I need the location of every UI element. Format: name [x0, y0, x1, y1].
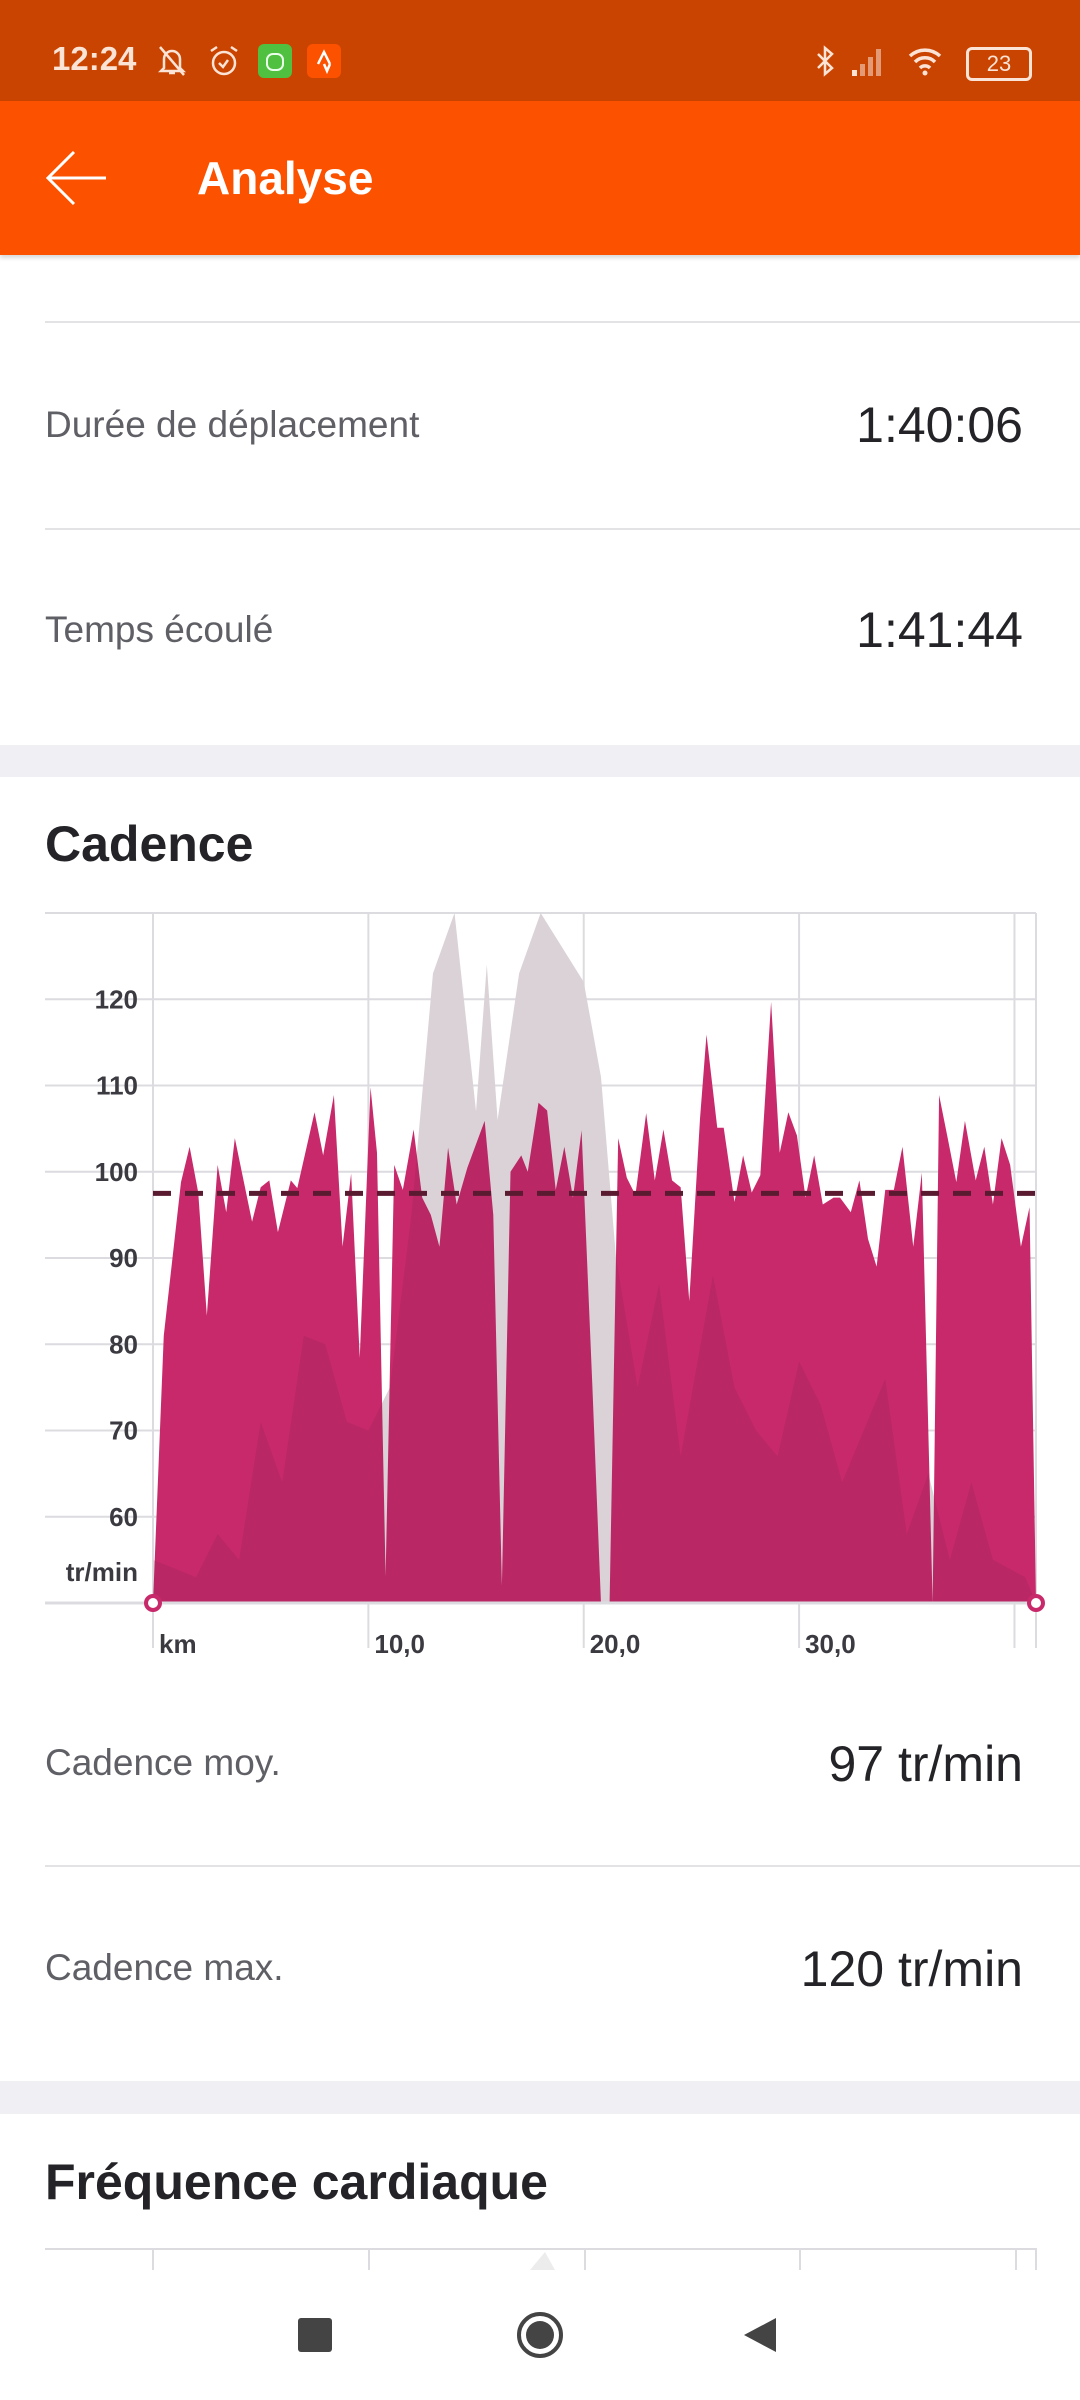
divider [45, 1865, 1080, 1867]
y-tick-label: 60 [109, 1502, 138, 1532]
app-bar: Analyse [0, 101, 1080, 255]
x-tick-label: 10,0 [374, 1629, 425, 1659]
signal-icon [852, 49, 881, 76]
cadence-area [153, 1001, 1036, 1603]
home-circle-icon[interactable] [515, 2310, 565, 2360]
page-title: Analyse [197, 152, 374, 204]
avg-cadence-value: 97 tr/min [828, 1736, 1023, 1792]
avg-cadence-label: Cadence moy. [45, 1742, 281, 1783]
recents-square-icon[interactable] [298, 2318, 332, 2352]
heart-rate-chart[interactable] [0, 2248, 1080, 2270]
alarm-icon [210, 45, 238, 76]
y-tick-label: 100 [95, 1157, 138, 1187]
elevation-overlay [153, 913, 1036, 1603]
android-app-icon [258, 44, 292, 78]
battery-icon: 23 [966, 47, 1032, 81]
cadence-title: Cadence [45, 816, 254, 872]
y-axis-unit-label: tr/min [66, 1557, 138, 1587]
status-time: 12:24 [52, 40, 137, 77]
x-axis-unit-label: km [159, 1629, 197, 1659]
bluetooth-icon [817, 45, 834, 77]
divider [45, 528, 1080, 530]
divider [45, 321, 1080, 323]
y-tick-label: 120 [95, 984, 138, 1014]
strava-icon [307, 44, 341, 78]
elapsed-time-value: 1:41:44 [856, 602, 1023, 658]
max-cadence-value: 120 tr/min [800, 1941, 1023, 1997]
range-handle [1027, 1594, 1045, 1612]
section-separator [0, 2081, 1080, 2114]
moving-time-value: 1:40:06 [856, 397, 1023, 453]
elapsed-time-label: Temps écoulé [45, 609, 274, 650]
moving-time-label: Durée de déplacement [45, 404, 420, 445]
heart-rate-title: Fréquence cardiaque [45, 2154, 548, 2210]
range-handle [144, 1594, 162, 1612]
battery-level: 23 [986, 51, 1012, 76]
navigation-bar [0, 2270, 1080, 2400]
y-tick-label: 110 [96, 1071, 138, 1101]
section-separator [0, 745, 1080, 777]
back-triangle-icon[interactable] [742, 2316, 778, 2354]
arrow-left-icon[interactable] [44, 145, 110, 211]
y-tick-label: 80 [109, 1329, 138, 1359]
wifi-icon [908, 48, 942, 76]
y-tick-label: 90 [109, 1243, 138, 1273]
max-cadence-label: Cadence max. [45, 1947, 284, 1988]
y-tick-label: 70 [109, 1416, 138, 1446]
x-tick-label: 30,0 [805, 1629, 856, 1659]
bell-off-icon [157, 46, 187, 76]
status-bar: 12:24 23 [0, 0, 1080, 101]
cadence-chart[interactable]: 60 70 80 90 100 110 120 tr/min km 10,0 20,0 30,0 [0, 890, 1080, 1670]
x-tick-label: 20,0 [590, 1629, 641, 1659]
